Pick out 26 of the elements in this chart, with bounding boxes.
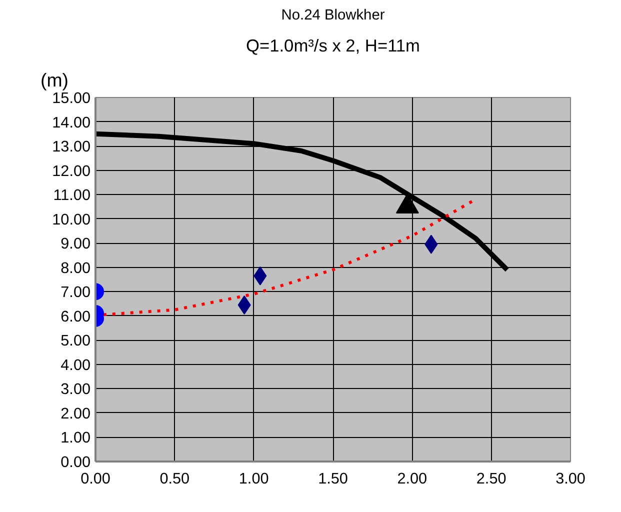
y-tick-label: 6.00 (60, 308, 91, 326)
y-tick-label: 0.00 (60, 454, 91, 471)
y-tick-label: 7.00 (60, 284, 91, 302)
y-tick-label: 14.00 (52, 114, 90, 132)
y-tick-label: 2.00 (60, 405, 91, 422)
x-tick-label: 0.00 (80, 470, 110, 488)
y-tick-label: 9.00 (60, 236, 91, 253)
x-tick-label: 1.00 (238, 470, 269, 488)
y-tick-label: 10.00 (52, 211, 90, 228)
x-tick-label: 1.50 (318, 470, 348, 488)
y-tick-label: 5.00 (60, 332, 91, 350)
x-tick-label: 3.00 (556, 470, 586, 488)
x-tick-label: 2.50 (476, 470, 506, 488)
chart-subtitle: Q=1.0m³/s x 2, H=11m (246, 36, 420, 56)
y-axis-title: (m) (40, 70, 68, 90)
y-tick-label: 12.00 (52, 162, 90, 180)
y-tick-label: 3.00 (60, 381, 91, 398)
y-tick-label: 8.00 (60, 260, 91, 277)
y-tick-label: 15.00 (52, 90, 90, 107)
y-tick-label: 1.00 (60, 430, 91, 447)
x-tick-label: 0.50 (160, 470, 190, 488)
y-tick-label: 13.00 (52, 138, 90, 156)
y-tick-label: 11.00 (53, 187, 91, 204)
x-tick-label: 2.00 (397, 470, 428, 488)
y-tick-label: 4.00 (60, 356, 91, 374)
chart-title: No.24 Blowkher (281, 8, 385, 24)
